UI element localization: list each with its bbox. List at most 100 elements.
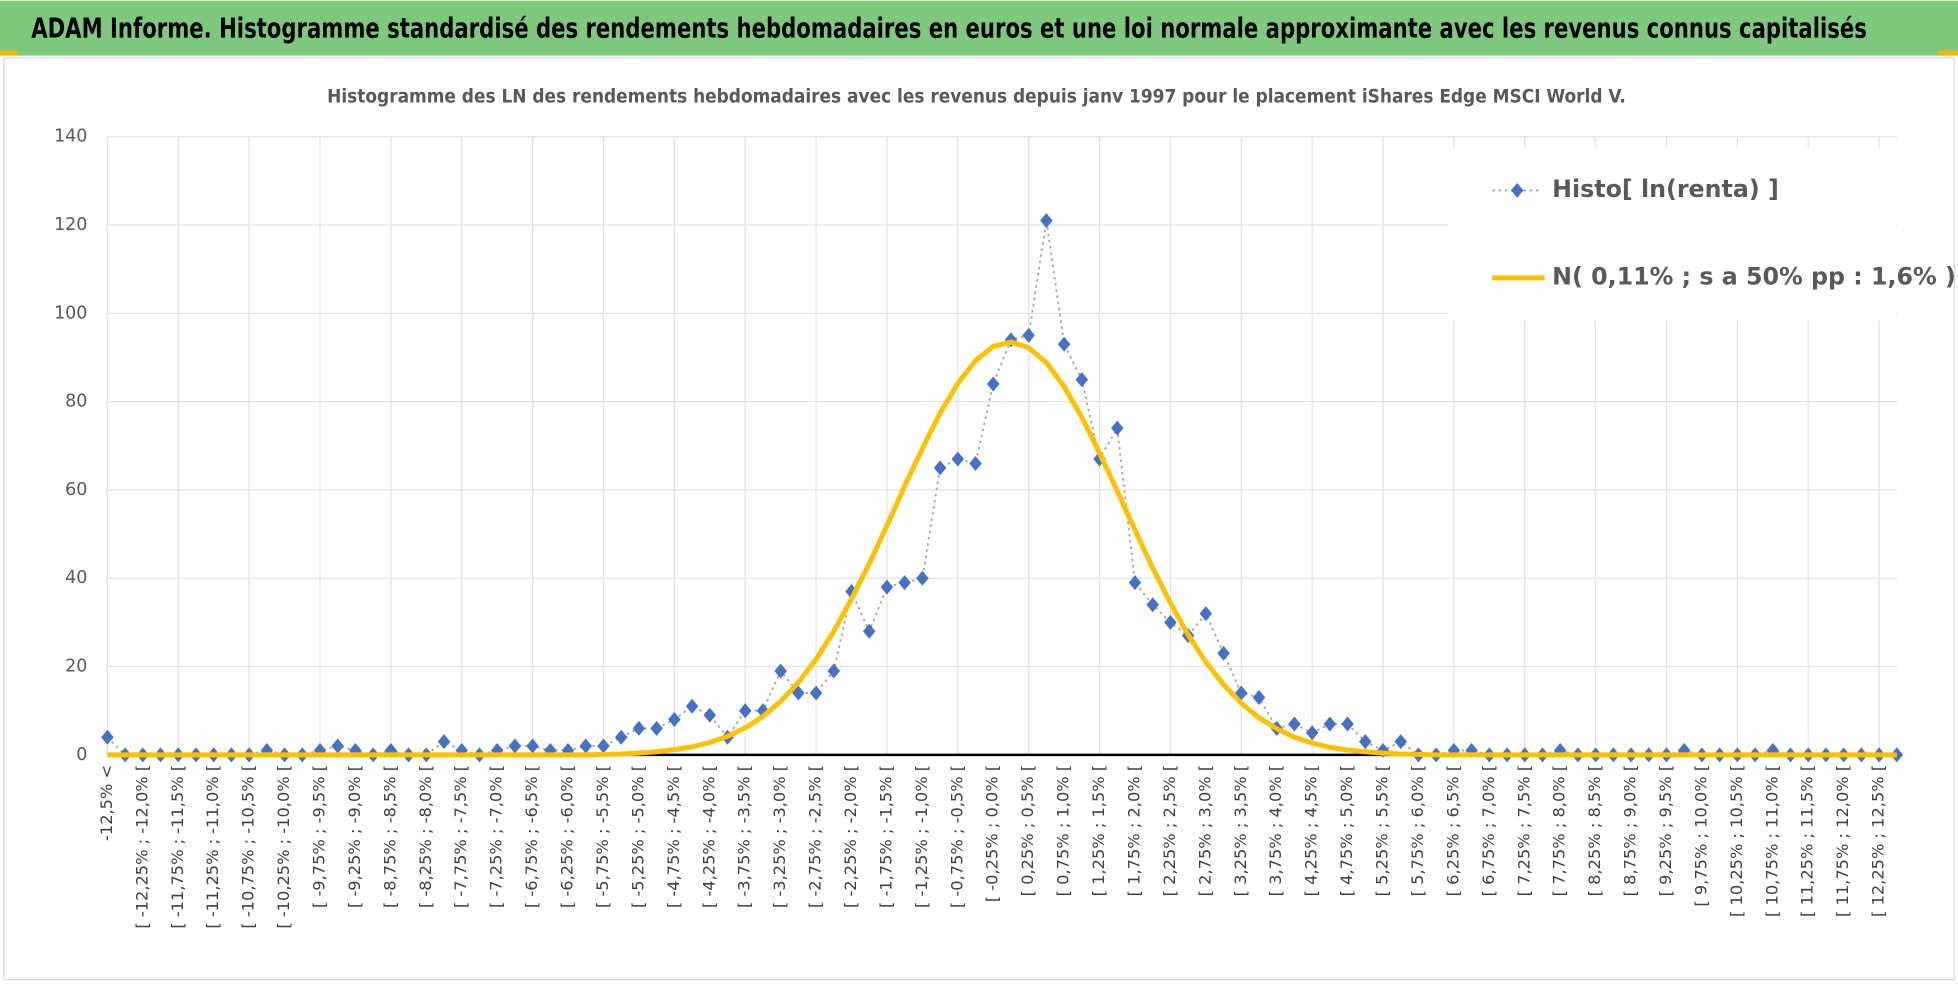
x-tick-label: [ -10,25% ; -10,0% [ (274, 765, 293, 929)
x-tick-label: [ -0,75% ; -0,5% [ (947, 765, 966, 908)
x-tick-label: [ -6,25% ; -6,0% [ (558, 765, 577, 908)
x-tick-label: [ 2,25% ; 2,5% [ (1160, 765, 1179, 896)
marker (597, 738, 610, 754)
marker (632, 720, 646, 736)
x-tick-label: [ 0,25% ; 0,5% [ (1018, 765, 1037, 896)
corner (0, 50, 18, 56)
marker (1252, 689, 1266, 705)
marker (969, 455, 982, 471)
x-tick-label: [ -9,75% ; -9,5% [ (309, 765, 328, 908)
marker (738, 703, 752, 719)
x-tick-label: [ -3,25% ; -3,0% [ (770, 765, 789, 908)
y-tick-label: 140 (54, 127, 87, 147)
x-tick-label: [ -1,25% ; -1,0% [ (912, 765, 931, 908)
x-tick-label: [ -6,75% ; -6,5% [ (522, 765, 541, 908)
x-tick-label: [ -2,25% ; -2,0% [ (841, 765, 860, 908)
marker (1146, 597, 1159, 613)
x-tick-label: [ 3,75% ; 4,0% [ (1266, 765, 1285, 896)
x-tick-label: [ 8,25% ; 8,5% [ (1585, 765, 1604, 896)
x-tick-label: [ 9,25% ; 9,5% [ (1656, 765, 1675, 896)
x-tick-label: [ -5,25% ; -5,0% [ (628, 765, 647, 908)
x-tick-label: [ -7,25% ; -7,0% [ (487, 765, 506, 908)
marker (1305, 725, 1319, 741)
marker (809, 685, 823, 701)
corner (1938, 50, 1958, 56)
marker (703, 707, 717, 723)
x-tick-label: [ 0,75% ; 1,0% [ (1054, 765, 1073, 896)
y-tick-label: 0 (76, 745, 87, 765)
marker (1164, 614, 1177, 630)
x-tick-label: [ 9,75% ; 10,0% [ (1691, 765, 1710, 907)
x-tick-label: [ -8,75% ; -8,5% [ (380, 765, 399, 908)
chart-border (3, 57, 1955, 981)
x-tick-label: [ 6,75% ; 7,0% [ (1479, 765, 1498, 896)
x-tick-label: [ 10,25% ; 10,5% [ (1727, 765, 1746, 917)
x-tick-label: [ -10,75% ; -10,5% [ (239, 765, 258, 929)
x-tick-label: [ 10,75% ; 11,0% [ (1762, 765, 1781, 917)
x-tick-label: [ -11,75% ; -11,5% [ (168, 765, 187, 929)
legend-label: N( 0,11% ; s a 50% pp : 1,6% ) (1552, 262, 1956, 290)
marker (1288, 716, 1301, 732)
marker (685, 698, 699, 714)
marker (1022, 327, 1035, 343)
marker (774, 663, 787, 679)
marker (880, 579, 894, 595)
marker (1057, 336, 1071, 352)
marker (1128, 575, 1142, 591)
marker (650, 720, 663, 736)
x-tick-label: [ 3,25% ; 3,5% [ (1231, 765, 1250, 896)
x-tick-label: [ 8,75% ; 9,0% [ (1621, 765, 1640, 896)
marker (951, 451, 965, 467)
y-tick-label: 60 (65, 480, 87, 500)
marker (331, 738, 344, 754)
x-tick-label: [ -4,25% ; -4,0% [ (699, 765, 718, 908)
marker (1075, 372, 1089, 388)
header-banner (0, 0, 1958, 56)
marker (1359, 734, 1372, 750)
legend-marker (1510, 182, 1524, 198)
marker (579, 738, 592, 754)
x-tick-label: [ -4,75% ; -4,5% [ (664, 765, 683, 908)
marker (1394, 734, 1407, 750)
x-tick-label: [ -5,75% ; -5,5% [ (593, 765, 612, 908)
x-tick-label: [ -2,75% ; -2,5% [ (806, 765, 825, 908)
x-tick-label: [ 11,25% ; 11,5% [ (1798, 765, 1817, 917)
x-tick-label: [ 5,75% ; 6,0% [ (1408, 765, 1427, 896)
y-tick-label: 20 (65, 657, 87, 677)
x-tick-label: [ -1,75% ; -1,5% [ (876, 765, 895, 908)
marker (986, 376, 1000, 392)
chart-title: Histogramme des LN des rendements hebdom… (327, 86, 1626, 107)
x-tick-label: [ 2,75% ; 3,0% [ (1195, 765, 1214, 896)
x-tick-label: [ 11,75% ; 12,0% [ (1833, 765, 1852, 917)
x-tick-label: [ -8,25% ; -8,0% [ (416, 765, 435, 908)
legend-label: Histo[ ln(renta) ] (1552, 175, 1779, 203)
x-tick-label: -12,5% < (97, 765, 116, 841)
legend-box (1448, 147, 1896, 321)
marker (1323, 716, 1337, 732)
marker (668, 712, 681, 728)
marker (614, 729, 628, 745)
x-tick-label: [ -12,25% ; -12,0% [ (132, 765, 151, 929)
marker (898, 575, 911, 591)
x-tick-label: [ 4,75% ; 5,0% [ (1337, 765, 1356, 896)
x-tick-label: [ 1,25% ; 1,5% [ (1089, 765, 1108, 896)
normal-curve (107, 339, 1897, 758)
x-tick-label: [ -7,75% ; -7,5% [ (451, 765, 470, 908)
x-tick-label: [ -3,75% ; -3,5% [ (735, 765, 754, 908)
x-tick-label: [ 12,25% ; 12,5% [ (1869, 765, 1888, 917)
marker (862, 623, 876, 639)
marker (1040, 213, 1053, 229)
y-tick-label: 40 (65, 568, 87, 588)
y-tick-label: 120 (54, 215, 87, 235)
x-tick-label: [ 6,25% ; 6,5% [ (1443, 765, 1462, 896)
x-tick-label: [ 7,25% ; 7,5% [ (1514, 765, 1533, 896)
marker (101, 729, 114, 745)
x-tick-label: [ 4,25% ; 4,5% [ (1302, 765, 1321, 896)
x-tick-label: [ 1,75% ; 2,0% [ (1124, 765, 1143, 896)
x-tick-label: [ -11,25% ; -11,0% [ (203, 765, 222, 929)
marker (508, 738, 522, 754)
marker (827, 663, 841, 679)
marker (1341, 716, 1354, 732)
marker (933, 460, 947, 476)
